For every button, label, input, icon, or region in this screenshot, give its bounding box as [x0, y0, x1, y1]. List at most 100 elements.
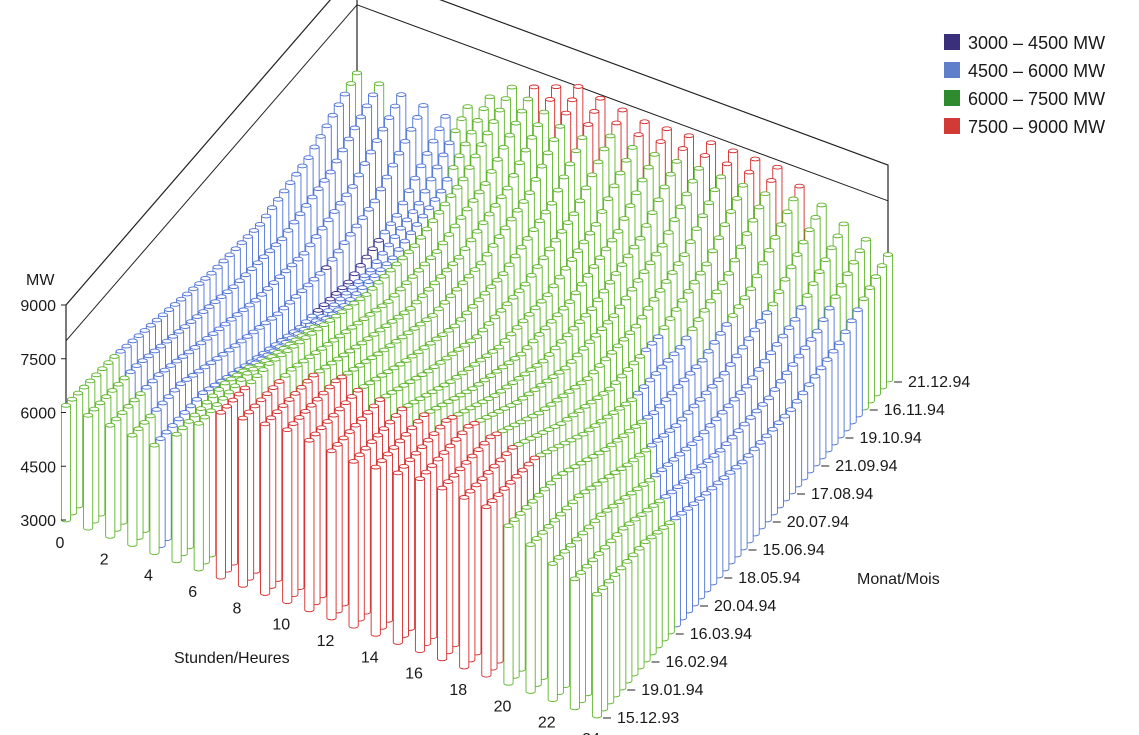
bar-top [149, 442, 160, 448]
bar-top [360, 445, 371, 451]
bar-top [571, 536, 583, 542]
bar-top [681, 191, 692, 197]
bar-top [658, 525, 669, 530]
bar-top [745, 415, 756, 420]
bar-top [532, 122, 543, 128]
bar-top [302, 378, 313, 384]
bar-top [703, 458, 714, 464]
bar-top [472, 228, 483, 234]
bar-top [258, 367, 269, 372]
bar-top [182, 291, 193, 297]
bar-top [688, 501, 700, 507]
bar-top [542, 292, 553, 298]
bar-top [356, 416, 367, 422]
bar-top [644, 477, 655, 483]
bar-top [303, 282, 314, 288]
bar-top [548, 283, 559, 289]
bar-top [659, 184, 670, 190]
bar-top [359, 316, 370, 322]
x-tick-label: 18 [449, 682, 467, 699]
bar-top [443, 327, 454, 333]
bar-top [641, 223, 652, 228]
bar-top [379, 347, 390, 353]
bar-top [693, 165, 704, 171]
bar-top [206, 270, 217, 276]
bar-top [341, 329, 352, 335]
bar-body [260, 423, 271, 596]
bar-top [661, 126, 672, 132]
bar-top [529, 455, 540, 461]
bar-top [609, 183, 620, 189]
bar-top [634, 545, 645, 551]
bar-top [750, 156, 761, 162]
bar-top [383, 369, 394, 374]
bar-top [153, 372, 164, 377]
bar-top [368, 403, 379, 409]
bar-top [699, 153, 710, 158]
bar-top [598, 288, 610, 294]
bar-top [217, 395, 229, 401]
bar-top [675, 204, 686, 210]
bar-top [755, 439, 766, 445]
bar-top [167, 333, 179, 339]
bar-top [357, 215, 368, 220]
bar-top [725, 209, 737, 214]
bar-top [399, 382, 410, 388]
bar-top [439, 382, 450, 388]
y-tick-label: 16.03.94 [690, 626, 752, 643]
bar-top [580, 489, 591, 495]
bar-top [496, 307, 507, 313]
bar-top [555, 511, 566, 517]
bar-top [616, 565, 627, 571]
bar-top [435, 424, 446, 430]
bar-top [592, 481, 603, 487]
bar-top [765, 350, 777, 356]
x-tick-label: 22 [538, 715, 556, 732]
bar-top [768, 301, 779, 307]
bar-top [564, 299, 575, 304]
bar-top [488, 349, 499, 354]
bar-top [303, 155, 314, 160]
bar-top [204, 304, 215, 309]
bar-top [506, 331, 517, 337]
bar-top [277, 236, 288, 242]
bar-top [418, 213, 429, 219]
bar-top [651, 371, 662, 376]
bar-top [528, 84, 540, 90]
bar-top [304, 437, 315, 443]
bar-top [723, 270, 734, 276]
bar-top [782, 209, 793, 215]
bar-top [429, 364, 440, 370]
bar-top [581, 185, 592, 191]
bar-top [315, 271, 326, 276]
bar-top [636, 419, 647, 425]
bar-top [180, 324, 191, 329]
bar-top [723, 403, 734, 409]
bar-top [733, 428, 744, 433]
bar-top [492, 156, 503, 162]
bar-top [387, 319, 398, 324]
bar-top [391, 212, 403, 218]
bar-top [331, 313, 342, 319]
bar-top [330, 378, 341, 384]
bar-top [840, 329, 851, 335]
bar-top [500, 338, 511, 343]
bar-top [325, 296, 336, 302]
bar-top [189, 412, 200, 418]
bar-body [459, 497, 470, 670]
bar-top [669, 217, 680, 222]
bar-top [361, 103, 373, 109]
bar-top [250, 403, 261, 409]
bar-top [212, 264, 223, 270]
bar-top [705, 298, 716, 304]
bar-top [464, 165, 475, 170]
bar-top [753, 367, 764, 372]
bar-top [319, 178, 330, 183]
bar-top [709, 187, 720, 193]
bar-top [590, 518, 601, 524]
bar-top [794, 353, 805, 359]
bar-top [709, 339, 720, 345]
bar-top [606, 538, 617, 544]
bar-top [620, 401, 631, 407]
bar-top [344, 348, 356, 354]
